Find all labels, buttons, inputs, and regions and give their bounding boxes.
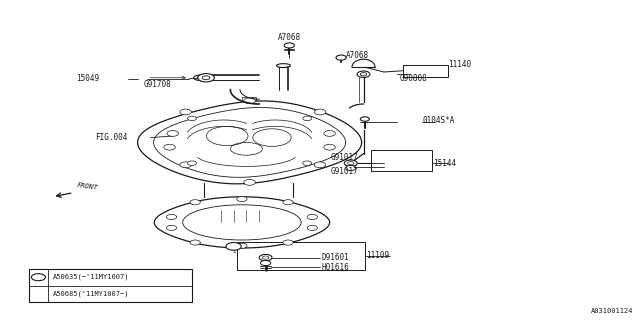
Circle shape <box>262 256 269 259</box>
Text: D91601: D91601 <box>321 253 349 262</box>
Text: FRONT: FRONT <box>77 182 99 191</box>
Circle shape <box>190 240 200 245</box>
Circle shape <box>244 180 255 185</box>
Circle shape <box>226 243 241 250</box>
Circle shape <box>202 76 210 80</box>
Circle shape <box>344 160 357 166</box>
Circle shape <box>31 274 45 281</box>
Circle shape <box>190 200 200 205</box>
Circle shape <box>324 131 335 136</box>
Circle shape <box>283 240 293 245</box>
Text: G91017: G91017 <box>331 167 358 176</box>
Text: G91708: G91708 <box>144 80 172 89</box>
Circle shape <box>336 55 346 60</box>
Text: 11140: 11140 <box>448 60 471 68</box>
Text: 1: 1 <box>232 249 236 254</box>
Text: 15144: 15144 <box>433 159 456 168</box>
Circle shape <box>346 165 356 171</box>
Circle shape <box>237 243 247 248</box>
Text: A7068: A7068 <box>278 33 301 42</box>
Text: 11109: 11109 <box>366 252 389 260</box>
Circle shape <box>164 144 175 150</box>
Circle shape <box>166 225 177 230</box>
Text: H01616: H01616 <box>321 263 349 272</box>
Circle shape <box>357 71 370 77</box>
Text: A50635(−'11MY1007): A50635(−'11MY1007) <box>53 274 130 280</box>
Circle shape <box>307 214 317 220</box>
Text: A7068: A7068 <box>346 51 369 60</box>
Circle shape <box>167 131 179 136</box>
Text: A: A <box>37 275 40 280</box>
Circle shape <box>307 225 317 230</box>
Circle shape <box>259 254 272 261</box>
Circle shape <box>244 98 255 104</box>
Ellipse shape <box>197 76 206 79</box>
Text: FIG.004: FIG.004 <box>95 133 128 142</box>
Circle shape <box>237 196 247 202</box>
Circle shape <box>180 162 191 168</box>
Text: 0104S*A: 0104S*A <box>422 116 455 125</box>
Text: A50685('11MY1007−): A50685('11MY1007−) <box>53 291 130 297</box>
Circle shape <box>360 117 369 121</box>
Circle shape <box>324 144 335 150</box>
Circle shape <box>314 162 326 168</box>
Circle shape <box>303 116 312 121</box>
Text: G91017: G91017 <box>331 153 358 162</box>
Circle shape <box>188 161 196 165</box>
Circle shape <box>188 116 196 121</box>
Circle shape <box>283 200 293 205</box>
Circle shape <box>314 109 326 115</box>
Circle shape <box>284 43 294 48</box>
Circle shape <box>303 161 312 165</box>
Text: G90808: G90808 <box>400 74 428 83</box>
Circle shape <box>166 214 177 220</box>
Circle shape <box>348 162 354 165</box>
Circle shape <box>260 260 271 266</box>
Circle shape <box>360 73 367 76</box>
Circle shape <box>180 109 191 115</box>
Text: 15049: 15049 <box>76 74 99 83</box>
Circle shape <box>198 74 214 82</box>
Text: A031001124: A031001124 <box>591 308 634 314</box>
